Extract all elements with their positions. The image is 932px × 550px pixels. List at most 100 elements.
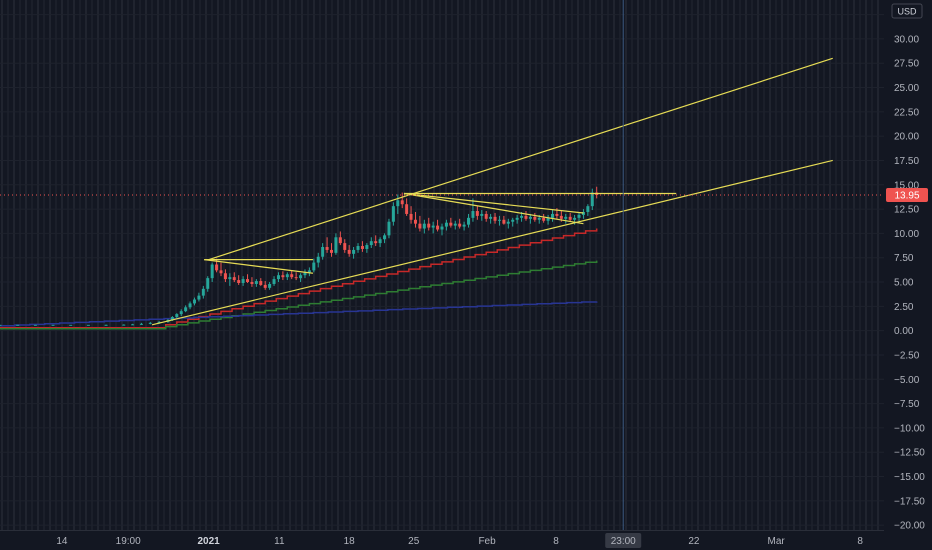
candle: [122, 324, 126, 326]
candle: [391, 202, 395, 226]
candle: [374, 235, 378, 247]
candle: [378, 237, 382, 248]
step-line-red: [0, 228, 598, 329]
price-tick-label: −17.50: [894, 496, 925, 507]
candle: [276, 272, 280, 283]
candle: [201, 285, 205, 299]
candle: [241, 276, 245, 286]
price-tick-label: 17.50: [894, 156, 919, 167]
candle: [590, 188, 594, 211]
candle: [581, 209, 585, 219]
price-tick-label: −5.00: [894, 375, 920, 386]
trendlines[interactable]: [151, 57, 833, 326]
candle: [409, 206, 413, 224]
candle: [484, 211, 488, 222]
time-axis[interactable]: [0, 530, 932, 550]
trendline-lower[interactable]: [151, 159, 833, 326]
candle: [338, 231, 342, 246]
price-tick-label: 20.00: [894, 132, 919, 143]
cursor-time-value: 23:00: [611, 536, 636, 547]
candle: [524, 211, 528, 221]
price-tick-label: 2.50: [894, 302, 914, 313]
time-tick-label: 8: [857, 536, 863, 547]
price-tick-label: 22.50: [894, 107, 919, 118]
candle: [268, 282, 272, 290]
candle: [131, 323, 135, 326]
time-tick-label: 22: [688, 536, 700, 547]
candle: [312, 258, 316, 273]
candle: [232, 272, 236, 283]
cursor-time-badge-bg: [605, 533, 642, 548]
candle: [502, 215, 506, 225]
price-tick-label: 7.50: [894, 253, 914, 264]
candle: [334, 233, 338, 255]
candle: [254, 279, 258, 287]
candle: [259, 278, 263, 286]
candle: [493, 212, 497, 224]
candle: [16, 324, 20, 326]
candle: [489, 213, 493, 224]
time-tick-label: 14: [56, 536, 68, 547]
candle: [33, 324, 37, 326]
candle: [272, 276, 276, 286]
time-tick-label: 11: [274, 536, 285, 547]
candle: [528, 213, 532, 224]
currency-button[interactable]: USD: [891, 3, 923, 19]
price-tick-label: 30.00: [894, 34, 919, 45]
candle: [139, 322, 143, 325]
candle: [586, 204, 590, 216]
candle: [533, 212, 537, 222]
price-tick-label: −7.50: [894, 399, 920, 410]
candle: [369, 237, 373, 248]
candle: [577, 212, 581, 222]
candle: [444, 219, 448, 231]
candle: [462, 221, 466, 231]
currency-button-frame[interactable]: [891, 3, 923, 19]
candle: [294, 272, 298, 281]
candle: [471, 198, 475, 222]
time-tick-label: 18: [344, 536, 356, 547]
candle: [405, 198, 409, 216]
trendline-pennant-b-bottom[interactable]: [403, 192, 584, 225]
cursor-time-badge: 23:00: [605, 533, 642, 548]
candle: [515, 214, 519, 224]
trendline-pennant-a-bottom[interactable]: [204, 259, 314, 274]
candle: [383, 233, 387, 244]
price-tick-label: 12.50: [894, 205, 919, 216]
price-tick-label: 25.00: [894, 83, 919, 94]
price-tick-label: −20.00: [894, 521, 925, 532]
candle: [175, 313, 179, 318]
candle: [480, 210, 484, 221]
candle: [51, 324, 55, 326]
price-tick-label: 5.00: [894, 278, 914, 289]
candle: [475, 206, 479, 220]
candle: [148, 321, 152, 325]
vertical-grid: [1, 0, 879, 530]
candle: [69, 324, 73, 326]
trendline-upper[interactable]: [208, 57, 833, 261]
candle: [356, 243, 360, 253]
candle: [542, 213, 546, 223]
candle: [281, 271, 285, 281]
trendline-pennant-b-top[interactable]: [403, 192, 584, 214]
candle: [352, 247, 356, 259]
candle: [418, 215, 422, 232]
candle: [179, 309, 183, 317]
price-axis[interactable]: [884, 0, 932, 530]
candle: [422, 219, 426, 234]
candle: [387, 218, 391, 239]
price-tick-label: 15.00: [894, 180, 919, 191]
candle: [400, 192, 404, 209]
candle: [431, 221, 435, 234]
candle: [250, 277, 254, 287]
currency-label: USD: [897, 7, 917, 17]
candle: [360, 241, 364, 252]
candle: [290, 270, 294, 280]
candle: [546, 214, 550, 225]
price-tick-label: 27.50: [894, 59, 919, 70]
candle: [285, 272, 289, 281]
candle: [0, 324, 2, 326]
price-tick-label: −10.00: [894, 423, 925, 434]
